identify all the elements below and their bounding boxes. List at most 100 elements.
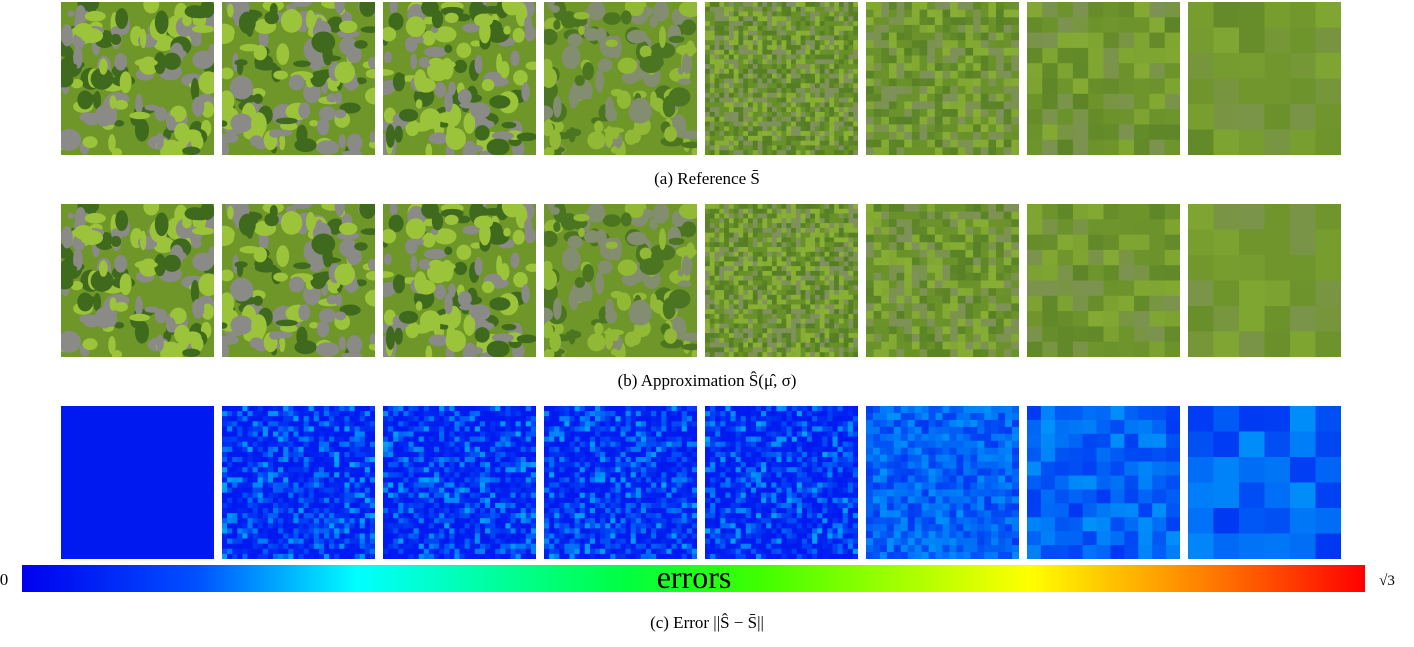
pixel: [319, 467, 325, 473]
blob: [640, 247, 652, 259]
pixel: [805, 295, 810, 300]
pixel: [344, 493, 350, 499]
pixel: [805, 69, 810, 74]
pixel: [258, 462, 264, 468]
pixel: [738, 276, 743, 281]
pixel: [1316, 255, 1342, 281]
pixel: [815, 328, 820, 333]
pixel: [839, 150, 844, 155]
pixel: [738, 252, 743, 257]
pixel: [844, 290, 849, 295]
pixel: [283, 432, 289, 438]
pixel: [853, 98, 858, 103]
blob: [513, 230, 525, 245]
pixel: [738, 347, 743, 352]
pixel: [834, 74, 839, 79]
pixel: [710, 88, 715, 93]
pixel: [965, 334, 973, 342]
pixel: [360, 467, 366, 473]
pixel: [777, 324, 782, 329]
pixel: [715, 223, 720, 228]
pixel: [943, 25, 951, 33]
blob: [663, 95, 675, 117]
blob: [422, 233, 435, 248]
blob: [386, 326, 395, 350]
pixel: [996, 79, 1004, 87]
pixel: [786, 218, 791, 223]
pixel: [762, 271, 767, 276]
pixel: [904, 79, 912, 87]
pixel: [242, 411, 248, 417]
pixel: [748, 107, 753, 112]
pixel: [848, 122, 853, 127]
pixel: [1027, 124, 1043, 140]
pixel: [834, 304, 839, 309]
pixel: [715, 141, 720, 146]
pixel: [777, 319, 782, 324]
pixel: [344, 442, 350, 448]
pixel: [973, 242, 981, 250]
pixel: [965, 63, 973, 71]
pixel: [1027, 204, 1043, 220]
pixel: [786, 324, 791, 329]
pixel: [988, 94, 996, 102]
pixel: [866, 227, 874, 235]
pixel: [232, 462, 238, 468]
pixel: [339, 508, 345, 514]
pixel: [370, 477, 376, 483]
pixel: [935, 204, 943, 212]
pixel: [950, 288, 958, 296]
pixel: [829, 145, 834, 150]
pixel: [227, 421, 233, 427]
pixel: [772, 300, 777, 305]
pixel: [829, 40, 834, 45]
pixel: [1149, 326, 1165, 342]
pixel: [758, 21, 763, 26]
pixel: [319, 488, 325, 494]
pixel: [815, 122, 820, 127]
tile-content: [866, 204, 1020, 358]
pixel: [715, 21, 720, 26]
pixel: [874, 265, 882, 273]
pixel: [805, 290, 810, 295]
pixel: [767, 2, 772, 7]
blob: [594, 121, 604, 133]
pixel: [319, 472, 325, 478]
pixel: [339, 467, 345, 473]
pixel: [719, 79, 724, 84]
pixel: [782, 26, 787, 31]
blob: [192, 97, 204, 117]
blob: [513, 28, 525, 43]
pixel: [232, 483, 238, 489]
pixel: [801, 347, 806, 352]
pixel: [288, 518, 294, 524]
pixel: [796, 150, 801, 155]
blob: [584, 230, 601, 243]
blob: [85, 213, 106, 224]
pixel: [786, 26, 791, 31]
pixel: [738, 285, 743, 290]
pixel: [825, 93, 830, 98]
pixel: [786, 7, 791, 12]
pixel: [365, 432, 371, 438]
pixel: [1316, 79, 1342, 105]
pixel: [782, 112, 787, 117]
pixel: [738, 150, 743, 155]
pixel: [729, 214, 734, 219]
blob: [99, 260, 108, 277]
pixel: [943, 56, 951, 64]
pixel: [1004, 124, 1012, 132]
pixel: [710, 214, 715, 219]
pixel: [1004, 40, 1012, 48]
pixel: [767, 352, 772, 357]
pixel: [834, 98, 839, 103]
pixel: [904, 311, 912, 319]
pixel: [360, 421, 366, 427]
pixel: [834, 204, 839, 209]
pixel: [965, 86, 973, 94]
pixel: [753, 55, 758, 60]
pixel: [881, 334, 889, 342]
pixel: [258, 518, 264, 524]
pixel: [715, 26, 720, 31]
pixel: [973, 311, 981, 319]
